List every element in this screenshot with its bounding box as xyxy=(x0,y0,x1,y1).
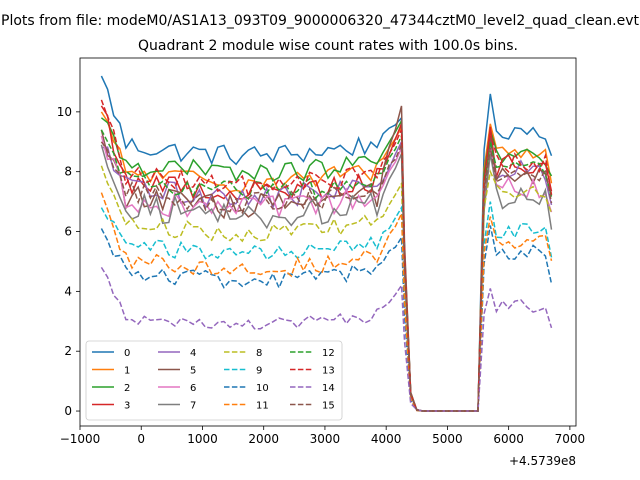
x-tick-label: 6000 xyxy=(493,432,524,446)
series-layer xyxy=(100,75,553,412)
legend-box xyxy=(85,340,343,421)
legend-label: 9 xyxy=(256,366,262,377)
y-tick-label: 8 xyxy=(64,165,72,179)
axes-frame xyxy=(79,57,577,427)
legend-label: 7 xyxy=(190,401,196,412)
legend-label: 0 xyxy=(124,348,130,359)
legend-label: 3 xyxy=(124,401,130,412)
legend-label: 15 xyxy=(322,401,335,412)
legend-label: 8 xyxy=(256,348,262,359)
x-tick-label: 5000 xyxy=(432,432,463,446)
y-tick-label: 2 xyxy=(64,344,72,358)
legend-label: 5 xyxy=(190,366,196,377)
y-axis: 0 2 4 6 8 10 xyxy=(57,105,80,418)
x-tick-label: 3000 xyxy=(310,432,341,446)
x-tick-label: 4000 xyxy=(371,432,402,446)
series-line-0 xyxy=(100,75,553,412)
series-line-2 xyxy=(100,117,553,412)
legend-label: 12 xyxy=(322,348,335,359)
x-axis: −1000 0 1000 2000 3000 4000 5000 6000 7000 xyxy=(60,426,585,446)
y-tick-label: 6 xyxy=(64,225,72,239)
legend-label: 11 xyxy=(256,401,269,412)
y-tick-label: 4 xyxy=(64,284,72,298)
series-line-14 xyxy=(100,266,553,412)
x-tick-label: 0 xyxy=(137,432,145,446)
legend-label: 14 xyxy=(322,383,335,394)
series-line-13 xyxy=(100,99,553,412)
chart-title: Quadrant 2 module wise count rates with … xyxy=(138,38,518,54)
x-tick-label: 1000 xyxy=(187,432,218,446)
series-line-12 xyxy=(100,129,553,412)
figure-suptitle: Plots from file: modeM0/AS1A13_093T09_90… xyxy=(1,13,639,29)
x-tick-label: 7000 xyxy=(555,432,586,446)
y-tick-label: 10 xyxy=(57,105,72,119)
series-line-11 xyxy=(100,192,553,412)
series-line-9 xyxy=(100,201,553,412)
legend-label: 2 xyxy=(124,383,130,394)
x-offset-label: +4.5739e8 xyxy=(509,454,576,468)
legend-label: 6 xyxy=(190,383,196,394)
x-tick-label: 2000 xyxy=(248,432,279,446)
y-tick-label: 0 xyxy=(64,404,72,418)
legend-label: 1 xyxy=(124,366,130,377)
legend-label: 13 xyxy=(322,366,335,377)
series-line-15 xyxy=(100,141,553,412)
legend-label: 4 xyxy=(190,348,196,359)
legend-label: 10 xyxy=(256,383,269,394)
series-line-1 xyxy=(100,111,553,412)
x-tick-label: −1000 xyxy=(60,432,101,446)
